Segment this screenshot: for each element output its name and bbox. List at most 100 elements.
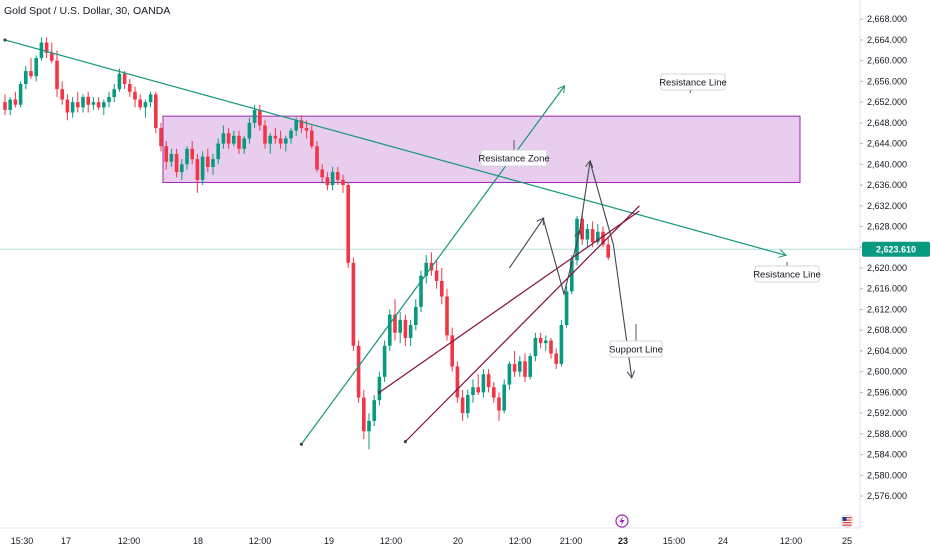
candle — [450, 327, 454, 372]
candle — [325, 172, 330, 191]
candle-body — [382, 345, 387, 377]
candle-body — [133, 91, 137, 100]
chart-title: Gold Spot / U.S. Dollar, 30, OANDA — [4, 5, 171, 17]
y-tick-label: 2,596.000 — [867, 387, 907, 397]
label-resistance-line-right-box — [754, 265, 820, 283]
candle-body — [408, 325, 413, 338]
flag-icon-stripe — [842, 524, 852, 526]
candle-body — [440, 280, 444, 297]
candle — [492, 382, 496, 403]
candle-body — [258, 109, 262, 126]
candle — [460, 389, 465, 421]
candle — [24, 65, 28, 90]
candle — [518, 356, 522, 377]
candle-body — [8, 99, 12, 110]
candle-body — [24, 71, 28, 85]
candle — [60, 81, 64, 105]
candle — [372, 394, 376, 427]
candle — [3, 94, 7, 116]
candle-body — [273, 135, 278, 139]
candle-body — [164, 146, 168, 162]
candle — [29, 58, 33, 79]
candle-body — [70, 102, 75, 113]
candle — [299, 115, 304, 134]
candle — [13, 91, 18, 108]
candle-body — [200, 156, 205, 180]
candle — [18, 81, 23, 108]
current-price-label: 2,623.610 — [876, 244, 916, 254]
candle — [190, 141, 194, 165]
candle — [55, 50, 59, 97]
candle — [159, 122, 163, 152]
candle-body — [596, 231, 600, 243]
x-tick-label: 18 — [193, 536, 203, 546]
y-tick-label: 2,664.000 — [867, 35, 907, 45]
y-tick-label: 2,636.000 — [867, 180, 907, 190]
candle — [76, 91, 80, 113]
candle — [336, 166, 340, 186]
x-tick-label: 19 — [324, 536, 334, 546]
y-tick-label: 2,632.000 — [867, 201, 907, 211]
candle-body — [44, 42, 49, 53]
candle-body — [185, 148, 189, 165]
candle-body — [252, 109, 257, 123]
candle — [263, 120, 267, 149]
candle — [356, 340, 361, 403]
x-tick-label: 25 — [842, 536, 852, 546]
candle — [559, 319, 564, 367]
candle-body — [18, 84, 23, 105]
y-tick-label: 2,604.000 — [867, 346, 907, 356]
candle — [122, 71, 127, 90]
candle-body — [107, 96, 111, 103]
y-tick-label: 2,576.000 — [867, 491, 907, 501]
candle-body — [91, 102, 96, 105]
candle-body — [424, 262, 428, 276]
candle-body — [148, 94, 153, 103]
us-flag-event-icon — [840, 514, 854, 528]
x-tick-label: 15:30 — [11, 536, 34, 546]
candle — [351, 257, 356, 351]
candle — [289, 128, 293, 144]
candle-body — [242, 138, 246, 149]
candle — [164, 141, 168, 170]
y-tick-label: 2,640.000 — [867, 159, 907, 169]
candle — [211, 153, 215, 175]
x-tick-label: 12:00 — [380, 536, 403, 546]
candle — [440, 267, 444, 305]
y-tick-label: 2,644.000 — [867, 139, 907, 149]
candle-body — [50, 52, 54, 61]
candle-body — [497, 397, 501, 411]
candle-body — [29, 71, 33, 77]
candle-body — [143, 102, 148, 108]
candle — [455, 361, 460, 403]
y-tick-label: 2,616.000 — [867, 284, 907, 294]
candle-body — [294, 120, 298, 131]
candle-body — [398, 319, 402, 333]
candle — [544, 335, 548, 351]
candle-body — [289, 130, 293, 139]
candle-body — [102, 102, 106, 108]
candle-body — [34, 58, 38, 77]
candle — [403, 314, 408, 346]
candle-body — [528, 356, 532, 377]
label-resistance-zone-box — [480, 149, 548, 167]
y-tick-label: 2,592.000 — [867, 408, 907, 418]
candle-body — [575, 218, 579, 261]
y-tick-label: 2,668.000 — [867, 14, 907, 24]
candle — [414, 299, 418, 331]
candle — [538, 332, 543, 349]
candle — [476, 374, 480, 395]
candle — [533, 332, 538, 362]
candle-body — [96, 102, 101, 108]
candle-body — [315, 146, 319, 170]
candle-body — [590, 229, 595, 243]
candle-body — [55, 60, 59, 90]
candle — [237, 130, 241, 154]
candle-body — [554, 353, 558, 364]
candle-body — [122, 73, 127, 85]
candle-body — [81, 96, 85, 108]
anchor-dot — [299, 442, 303, 446]
y-tick-label: 2,580.000 — [867, 470, 907, 480]
anchor-dot — [403, 440, 407, 444]
